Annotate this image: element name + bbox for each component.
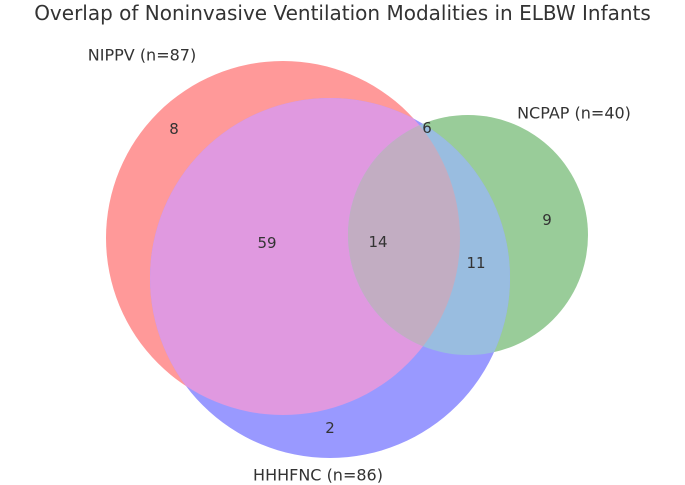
count-ncpap-only: 9 bbox=[542, 211, 552, 229]
count-all-three: 14 bbox=[368, 233, 388, 251]
count-ncpap-hhhfnc: 11 bbox=[466, 254, 486, 272]
count-hhhfnc-only: 2 bbox=[325, 419, 335, 437]
count-nippv-only: 8 bbox=[169, 120, 179, 138]
set-label-nippv: NIPPV (n=87) bbox=[87, 45, 197, 65]
set-label-hhhfnc: HHHFNC (n=86) bbox=[253, 465, 383, 485]
set-label-ncpap: NCPAP (n=40) bbox=[517, 103, 631, 123]
count-nippv-ncpap: 6 bbox=[422, 119, 432, 137]
all-three-overlap-region bbox=[348, 115, 460, 355]
chart-title: Overlap of Noninvasive Ventilation Modal… bbox=[34, 1, 651, 25]
count-nippv-hhhfnc: 59 bbox=[257, 234, 277, 252]
